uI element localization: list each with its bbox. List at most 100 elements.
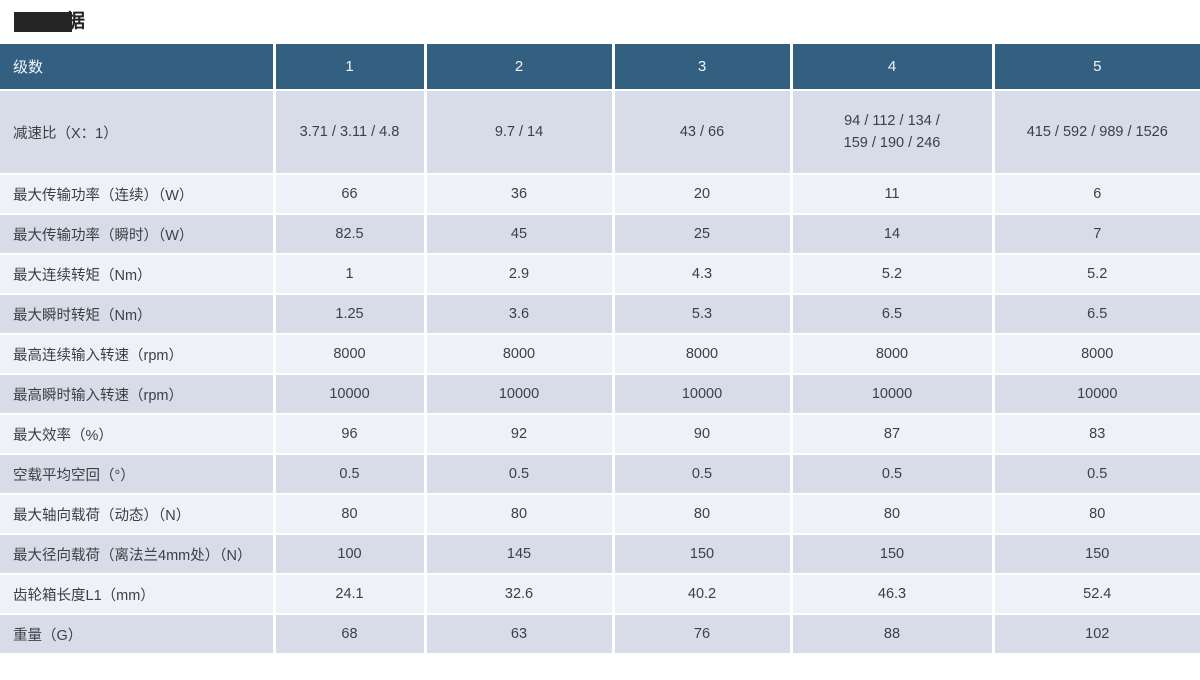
spec-value-cell: 150 — [791, 534, 995, 575]
spec-value-cell: 8000 — [791, 334, 995, 375]
spec-value-cell: 145 — [425, 534, 615, 575]
spec-table: 级数 1 2 3 4 5 减速比（X：1） 3.71 / 3.11 / 4.8 … — [0, 44, 1200, 655]
header-cell-4: 4 — [791, 44, 995, 91]
spec-value-cell: 1 — [274, 254, 427, 295]
row-label: 空载平均空回（°） — [0, 454, 276, 495]
row-label: 最大传输功率（瞬时）（W） — [0, 214, 276, 255]
spec-value-cell: 8000 — [613, 334, 793, 375]
spec-value-cell: 8000 — [993, 334, 1200, 375]
spec-value-cell: 66 — [274, 174, 427, 215]
spec-value-cell: 11 — [791, 174, 995, 215]
spec-value-cell: 88 — [791, 614, 995, 655]
spec-value-cell: 45 — [425, 214, 615, 255]
spec-value-cell: 10000 — [993, 374, 1200, 415]
table-row-backlash: 空载平均空回（°） 0.5 0.5 0.5 0.5 0.5 — [0, 454, 1200, 495]
spec-value-cell: 68 — [274, 614, 427, 655]
spec-value-cell: 14 — [791, 214, 995, 255]
header-cell-2: 2 — [425, 44, 615, 91]
spec-value-cell: 2.9 — [425, 254, 615, 295]
spec-value-cell: 36 — [425, 174, 615, 215]
spec-value-cell: 80 — [613, 494, 793, 535]
spec-value-cell: 83 — [993, 414, 1200, 455]
row-label: 最高连续输入转速（rpm） — [0, 334, 276, 375]
header-cell-1: 1 — [274, 44, 427, 91]
spec-value-cell: 90 — [613, 414, 793, 455]
row-label: 最高瞬时输入转速（rpm） — [0, 374, 276, 415]
row-label: 最大径向载荷（离法兰4mm处）（N） — [0, 534, 276, 575]
table-row-max-radial-load: 最大径向载荷（离法兰4mm处）（N） 100 145 150 150 150 — [0, 534, 1200, 575]
spec-value-cell: 24.1 — [274, 574, 427, 615]
table-row-max-continuous-input-speed: 最高连续输入转速（rpm） 8000 8000 8000 8000 8000 — [0, 334, 1200, 375]
spec-value-cell: 32.6 — [425, 574, 615, 615]
spec-value-cell: 10000 — [613, 374, 793, 415]
spec-value-cell: 150 — [993, 534, 1200, 575]
page-title-fragment: 据 — [66, 11, 86, 32]
spec-value-cell: 10000 — [274, 374, 427, 415]
spec-value-cell: 415 / 592 / 989 / 1526 — [993, 90, 1200, 175]
table-row-reduction-ratio: 减速比（X：1） 3.71 / 3.11 / 4.8 9.7 / 14 43 /… — [0, 90, 1200, 175]
table-row-gearbox-length: 齿轮箱长度L1（mm） 24.1 32.6 40.2 46.3 52.4 — [0, 574, 1200, 615]
spec-value-cell: 9.7 / 14 — [425, 90, 615, 175]
spec-value-cell: 63 — [425, 614, 615, 655]
row-label: 最大连续转矩（Nm） — [0, 254, 276, 295]
table-row-max-power-continuous: 最大传输功率（连续）（W） 66 36 20 11 6 — [0, 174, 1200, 215]
table-row-max-instant-input-speed: 最高瞬时输入转速（rpm） 10000 10000 10000 10000 10… — [0, 374, 1200, 415]
spec-value-cell: 82.5 — [274, 214, 427, 255]
header-cell-5: 5 — [993, 44, 1200, 91]
spec-value-cell: 0.5 — [274, 454, 427, 495]
title-redaction-box — [14, 12, 72, 32]
row-label: 减速比（X：1） — [0, 90, 276, 175]
spec-value-cell: 80 — [274, 494, 427, 535]
spec-value-cell: 150 — [613, 534, 793, 575]
spec-value-cell: 10000 — [791, 374, 995, 415]
spec-value-cell: 46.3 — [791, 574, 995, 615]
spec-value-cell: 100 — [274, 534, 427, 575]
spec-value-cell: 40.2 — [613, 574, 793, 615]
spec-value-cell: 5.3 — [613, 294, 793, 335]
spec-value-cell: 80 — [791, 494, 995, 535]
spec-value-cell: 1.25 — [274, 294, 427, 335]
row-label: 齿轮箱长度L1（mm） — [0, 574, 276, 615]
spec-value-cell: 102 — [993, 614, 1200, 655]
table-row-max-axial-load: 最大轴向载荷（动态）（N） 80 80 80 80 80 — [0, 494, 1200, 535]
spec-value-cell: 6.5 — [993, 294, 1200, 335]
spec-value-cell: 8000 — [274, 334, 427, 375]
spec-value-cell: 0.5 — [993, 454, 1200, 495]
table-row-weight: 重量（G） 68 63 76 88 102 — [0, 614, 1200, 655]
table-row-max-efficiency: 最大效率（%） 96 92 90 87 83 — [0, 414, 1200, 455]
table-row-max-power-instant: 最大传输功率（瞬时）（W） 82.5 45 25 14 7 — [0, 214, 1200, 255]
spec-value-cell: 80 — [993, 494, 1200, 535]
spec-value-cell: 3.71 / 3.11 / 4.8 — [274, 90, 427, 175]
spec-value-cell: 25 — [613, 214, 793, 255]
spec-value-cell: 3.6 — [425, 294, 615, 335]
spec-value-cell: 92 — [425, 414, 615, 455]
spec-value-cell: 76 — [613, 614, 793, 655]
spec-value-cell: 0.5 — [425, 454, 615, 495]
spec-value-cell: 10000 — [425, 374, 615, 415]
spec-value-cell: 80 — [425, 494, 615, 535]
spec-table-header: 级数 1 2 3 4 5 — [0, 44, 1200, 91]
spec-value-cell: 20 — [613, 174, 793, 215]
spec-value-cell: 7 — [993, 214, 1200, 255]
table-row-max-instant-torque: 最大瞬时转矩（Nm） 1.25 3.6 5.3 6.5 6.5 — [0, 294, 1200, 335]
row-label: 最大轴向载荷（动态）（N） — [0, 494, 276, 535]
spec-value-cell: 6 — [993, 174, 1200, 215]
spec-value-cell: 8000 — [425, 334, 615, 375]
spec-value-cell: 87 — [791, 414, 995, 455]
row-label: 最大瞬时转矩（Nm） — [0, 294, 276, 335]
spec-value-cell: 6.5 — [791, 294, 995, 335]
spec-value-cell: 0.5 — [613, 454, 793, 495]
row-label: 最大效率（%） — [0, 414, 276, 455]
spec-table-body: 减速比（X：1） 3.71 / 3.11 / 4.8 9.7 / 14 43 /… — [0, 90, 1200, 655]
spec-value-cell: 43 / 66 — [613, 90, 793, 175]
spec-value-cell: 0.5 — [791, 454, 995, 495]
spec-value-cell: 94 / 112 / 134 / 159 / 190 / 246 — [791, 90, 995, 175]
page-title: 据 — [14, 10, 85, 34]
spec-value-cell: 96 — [274, 414, 427, 455]
row-label: 重量（G） — [0, 614, 276, 655]
spec-value-cell: 52.4 — [993, 574, 1200, 615]
header-cell-stages: 级数 — [0, 44, 276, 91]
spec-value-cell: 5.2 — [791, 254, 995, 295]
spec-value-cell: 4.3 — [613, 254, 793, 295]
